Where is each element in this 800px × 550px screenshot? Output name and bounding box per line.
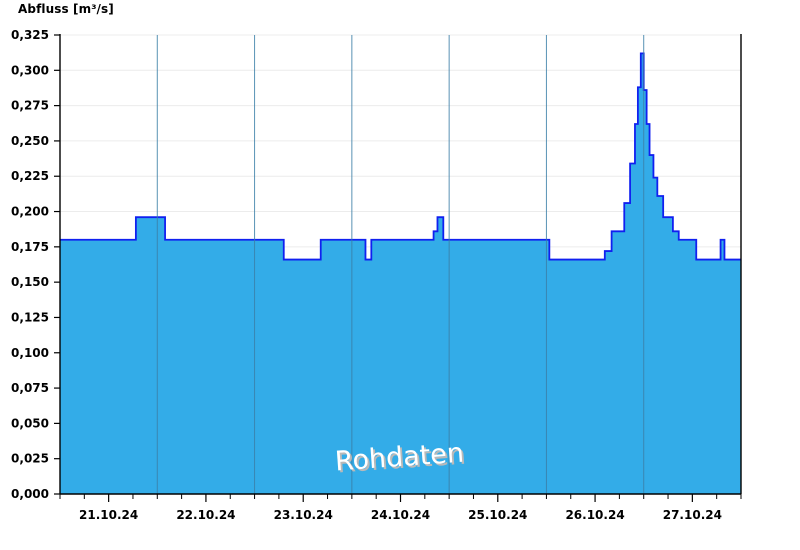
- x-tick-label: 23.10.24: [274, 508, 333, 522]
- y-tick-label: 0,125: [11, 310, 49, 324]
- y-tick-label: 0,225: [11, 169, 49, 183]
- x-tick-label: 24.10.24: [371, 508, 430, 522]
- y-tick-label: 0,000: [11, 487, 49, 501]
- y-tick-label: 0,075: [11, 381, 49, 395]
- y-tick-label: 0,325: [11, 28, 49, 42]
- y-tick-label: 0,300: [11, 63, 49, 77]
- y-tick-label: 0,100: [11, 346, 49, 360]
- y-tick-label: 0,025: [11, 452, 49, 466]
- y-tick-label: 0,050: [11, 416, 49, 430]
- x-tick-label: 25.10.24: [468, 508, 527, 522]
- discharge-area-fill: [60, 53, 741, 495]
- y-tick-label: 0,275: [11, 99, 49, 113]
- y-tick-label: 0,175: [11, 240, 49, 254]
- discharge-step-line: [60, 52, 741, 261]
- y-tick-label: 0,200: [11, 205, 49, 219]
- axes-group: [54, 34, 742, 502]
- y-tick-label: 0,250: [11, 134, 49, 148]
- x-tick-label: 22.10.24: [176, 508, 235, 522]
- x-tick-label: 21.10.24: [79, 508, 138, 522]
- data-area-group: [60, 52, 741, 495]
- x-tick-label: 27.10.24: [663, 508, 722, 522]
- day-separator-lines: [156, 35, 645, 494]
- x-tick-label: 26.10.24: [565, 508, 624, 522]
- y-tick-labels: 0,000 0,025 0,050 0,075 0,100 0,125 0,150 0,175…: [11, 28, 49, 501]
- chart-title: Abfluss [m³/s]: [18, 2, 114, 16]
- y-tick-label: 0,150: [11, 275, 49, 289]
- x-tick-labels: 21.10.24 22.10.24 23.10.24 24.10.24 25.10.24…: [79, 508, 722, 522]
